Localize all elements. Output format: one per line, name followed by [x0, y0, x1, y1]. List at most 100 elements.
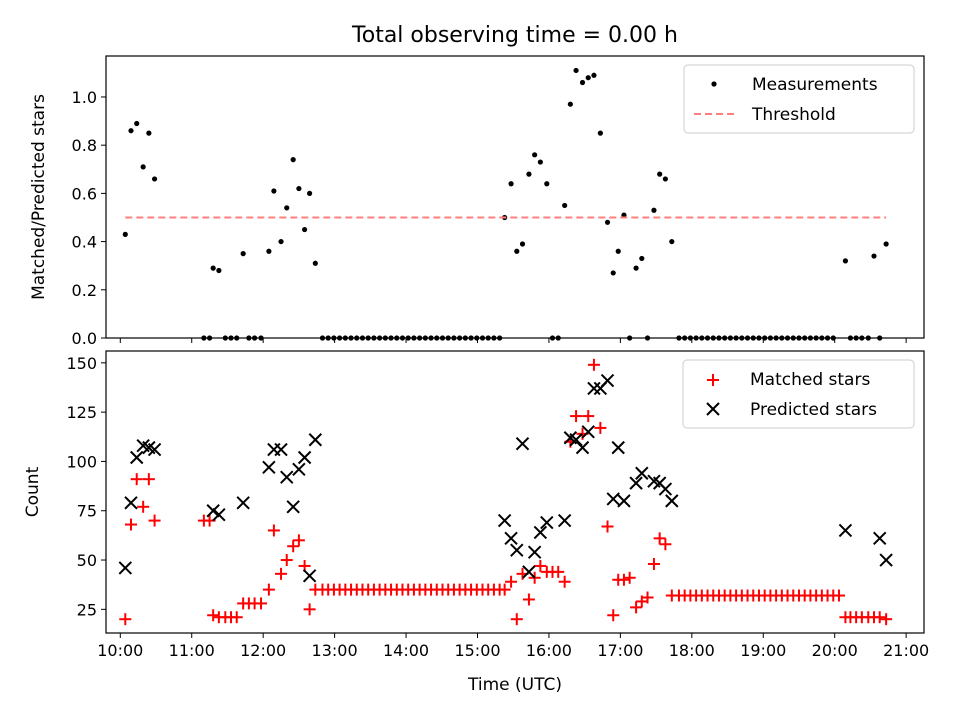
- matched-point: [275, 567, 288, 580]
- measurement-point: [651, 207, 657, 213]
- matched-point: [534, 559, 547, 572]
- predicted-point: [497, 513, 512, 528]
- bottom-axes-frame: [105, 350, 925, 634]
- matched-point: [522, 593, 535, 606]
- predicted-point: [665, 494, 679, 508]
- measurement-point: [639, 255, 645, 262]
- measurement-point: [585, 75, 591, 81]
- predicted-point: [280, 470, 294, 484]
- measurement-point: [284, 205, 290, 211]
- measurement-point: [633, 265, 639, 271]
- legend-threshold-label: Threshold: [751, 105, 836, 125]
- measurement-point: [134, 120, 140, 127]
- count-plot: 10:00 11:00 12:00 13:00 14:00 15:00 16:00 17:00…: [66, 354, 929, 660]
- measurement-point: [312, 260, 318, 266]
- matched-point: [148, 514, 161, 527]
- legend-predicted-label: Predicted stars: [750, 400, 877, 420]
- predicted-point: [274, 442, 288, 457]
- measurement-point: [210, 265, 216, 271]
- measurement-point: [240, 251, 246, 257]
- predicted-point: [838, 523, 853, 538]
- legend-measurements-marker: [711, 81, 717, 87]
- y-tick-label: 75: [77, 502, 97, 521]
- predicted-point: [510, 543, 524, 557]
- y-tick-label: 1.0: [72, 88, 97, 107]
- legend-measurements-label: Measurements: [752, 75, 878, 95]
- matched-point: [641, 591, 654, 604]
- predicted-point: [118, 561, 132, 575]
- y-tick-label: 25: [77, 600, 97, 619]
- measurement-point: [537, 159, 543, 165]
- measurement-point: [610, 270, 616, 276]
- x-tick-label: 13:00: [312, 641, 358, 660]
- predicted-point: [147, 442, 162, 457]
- measurement-point: [591, 72, 597, 78]
- top-y-axis-label: Matched/Predicted stars: [29, 94, 49, 300]
- matched-point: [653, 532, 666, 545]
- measurement-point: [532, 152, 538, 158]
- x-tick-label: 10:00: [97, 641, 143, 660]
- matched-point: [125, 518, 138, 531]
- measurement-point: [567, 101, 573, 107]
- matched-point: [230, 611, 243, 624]
- predicted-point: [540, 515, 554, 530]
- y-tick-label: 0.8: [72, 136, 97, 155]
- top-axes-frame: [105, 55, 925, 339]
- measurement-point: [526, 171, 532, 177]
- predicted-point: [658, 482, 673, 496]
- measurement-point: [151, 176, 158, 182]
- matched-point: [880, 613, 893, 626]
- y-tick-label: 150: [66, 354, 97, 373]
- measurement-point: [883, 241, 889, 247]
- matched-point: [287, 540, 300, 553]
- y-tick-label: 0.6: [72, 184, 97, 203]
- measurement-point: [271, 188, 277, 194]
- matched-point: [601, 520, 614, 533]
- measurement-point: [604, 219, 611, 225]
- predicted-point: [292, 462, 306, 477]
- predicted-point: [611, 440, 625, 455]
- x-tick-label: 21:00: [883, 641, 929, 660]
- predicted-point: [504, 531, 518, 546]
- matched-point: [137, 500, 150, 513]
- matched-point: [142, 473, 155, 486]
- chart-title: Total observing time = 0.00 h: [351, 23, 678, 48]
- matched-point: [623, 571, 636, 584]
- predicted-point: [635, 466, 649, 480]
- matched-point: [832, 589, 845, 602]
- measurement-point: [544, 181, 550, 187]
- predicted-point: [212, 507, 226, 522]
- y-tick-label: 50: [77, 551, 97, 570]
- top-legend: Measurements Threshold: [683, 64, 915, 134]
- matched-point: [594, 421, 607, 434]
- matched-point: [552, 565, 565, 578]
- x-tick-label: 16:00: [526, 641, 572, 660]
- predicted-point: [124, 496, 138, 510]
- predicted-point: [600, 373, 615, 388]
- measurement-point: [508, 181, 514, 187]
- predicted-point: [262, 460, 276, 475]
- matched-point: [267, 524, 280, 537]
- bottom-legend-box: [682, 359, 915, 429]
- predicted-point: [297, 450, 312, 465]
- y-tick-label: 100: [66, 452, 97, 471]
- matched-point: [510, 613, 523, 626]
- matched-point: [280, 554, 293, 567]
- measurement-point: [296, 185, 302, 192]
- predicted-point: [629, 476, 643, 490]
- measurement-point: [122, 231, 128, 237]
- y-tick-label: 0.4: [72, 233, 97, 252]
- measurement-point: [669, 238, 675, 245]
- matched-point: [558, 575, 571, 588]
- matched-point: [647, 557, 660, 570]
- measurement-point: [140, 164, 146, 170]
- measurement-point: [278, 238, 284, 245]
- predicted-point: [308, 433, 323, 447]
- measurement-point: [290, 157, 296, 163]
- measurement-point: [597, 130, 603, 136]
- matched-point: [303, 603, 316, 616]
- measurement-point: [662, 176, 668, 182]
- predicted-point: [527, 545, 542, 559]
- measurement-point: [307, 190, 313, 196]
